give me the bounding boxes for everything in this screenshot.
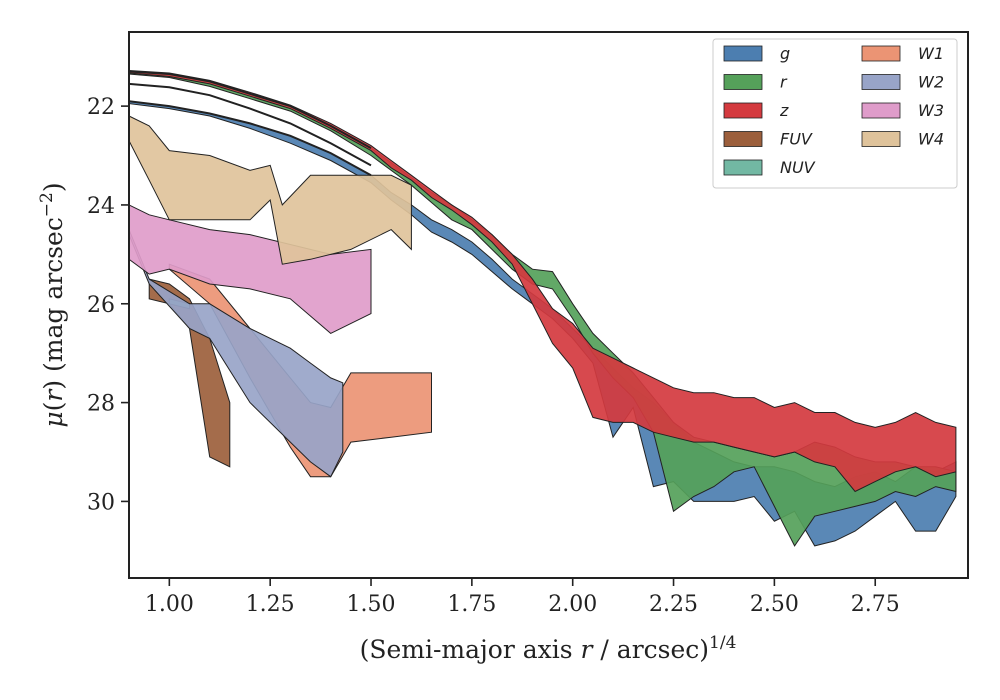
x-tick-label: 1.50 <box>347 592 396 617</box>
legend-swatch-z <box>723 102 763 119</box>
x-tick-label: 2.50 <box>750 592 799 617</box>
x-tick-label: 2.00 <box>548 592 597 617</box>
legend-label-fuv: FUV <box>780 130 813 149</box>
legend-swatch-w3 <box>861 102 901 119</box>
legend-swatch-g <box>723 45 763 62</box>
x-tick-label: 1.25 <box>246 592 295 617</box>
y-tick-label: 22 <box>87 95 115 120</box>
plot-frame <box>128 31 969 579</box>
legend-label-w3: W3 <box>918 101 944 120</box>
outline-g <box>128 100 372 177</box>
band-w4 <box>128 115 412 265</box>
y-tick-label: 30 <box>87 490 115 515</box>
legend-swatch-nuv <box>723 159 763 176</box>
outline-z <box>128 82 372 167</box>
legend: grz FUV NUV W1 W2 W3 W4 <box>712 38 958 189</box>
legend-label-g: g <box>780 44 790 63</box>
series-bands <box>128 69 957 547</box>
legend-swatch-w2 <box>861 74 901 90</box>
legend-label-w1: W1 <box>918 44 944 63</box>
y-tick-label: 26 <box>87 293 115 318</box>
legend-swatch-w4 <box>861 131 901 147</box>
band-w3 <box>128 204 372 334</box>
legend-swatch-fuv <box>723 131 763 147</box>
y-axis-label: μ(r) (mag arcsec−2) <box>37 182 68 427</box>
y-axis: 22 24 26 28 30 <box>87 95 129 515</box>
outline-r <box>128 70 372 149</box>
band-w2 <box>128 229 344 478</box>
legend-label-w2: W2 <box>918 73 944 92</box>
legend-label-z: z <box>779 101 789 120</box>
profile-outlines <box>128 70 372 177</box>
x-tick-label: 1.00 <box>145 592 194 617</box>
x-tick-label: 1.75 <box>447 592 496 617</box>
legend-label-r: r <box>780 73 788 92</box>
x-tick-label: 2.25 <box>649 592 698 617</box>
x-axis-label: (Semi-major axis r / arcsec)1/4 <box>360 633 737 664</box>
x-axis: 1.00 1.25 1.50 1.75 2.00 2.25 2.50 2.75 <box>145 578 900 617</box>
legend-label-nuv: NUV <box>780 158 816 177</box>
band-z <box>128 69 957 493</box>
y-tick-label: 24 <box>87 194 115 219</box>
y-tick-label: 28 <box>87 392 115 417</box>
x-tick-label: 2.75 <box>851 592 900 617</box>
legend-label-w4: W4 <box>918 130 944 149</box>
legend-swatch-w1 <box>861 45 901 62</box>
legend-swatch-r <box>723 74 763 90</box>
band-fuv <box>148 278 231 468</box>
